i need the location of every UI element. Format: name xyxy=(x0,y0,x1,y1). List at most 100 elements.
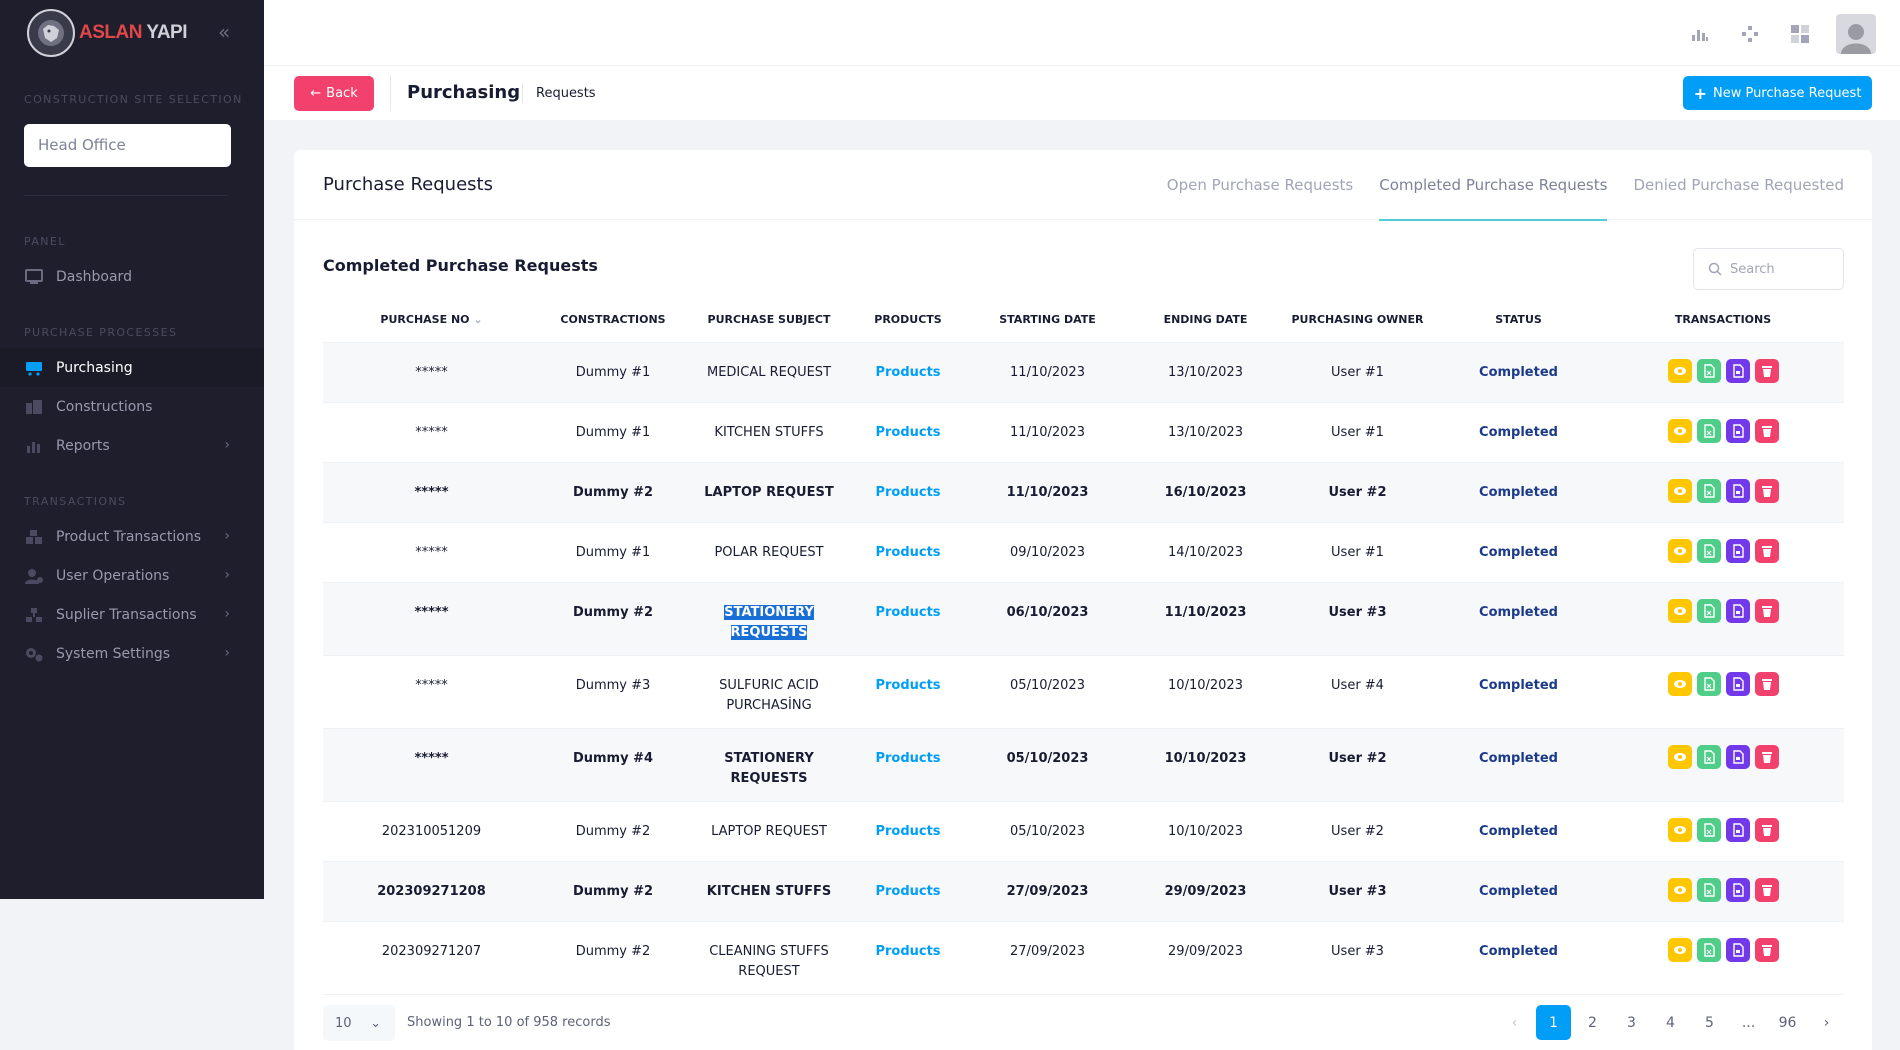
user-avatar[interactable] xyxy=(1836,14,1876,54)
view-button[interactable] xyxy=(1667,744,1692,769)
purchasing-owner: User #2 xyxy=(1328,484,1387,500)
pdf-button[interactable] xyxy=(1725,877,1750,902)
products-link[interactable]: Products xyxy=(875,544,941,560)
tab-open-requests[interactable]: Open Purchase Requests xyxy=(1166,176,1354,194)
view-button[interactable] xyxy=(1667,478,1692,503)
excel-button[interactable] xyxy=(1696,671,1721,696)
new-purchase-request-button[interactable]: + New Purchase Request xyxy=(1683,76,1872,110)
sidebar-item-purchasing[interactable]: Purchasing xyxy=(0,348,264,387)
column-header[interactable]: CONSTRACTIONS xyxy=(540,298,686,343)
view-button[interactable] xyxy=(1667,358,1692,383)
starting-date: 27/09/2023 xyxy=(1006,883,1089,899)
delete-button[interactable] xyxy=(1754,671,1779,696)
search-input[interactable]: Search xyxy=(1693,248,1844,290)
page-3[interactable]: 3 xyxy=(1627,1014,1636,1031)
sidebar-item-dashboard[interactable]: Dashboard xyxy=(0,257,264,296)
page-1[interactable]: 1 xyxy=(1536,1005,1571,1040)
products-link[interactable]: Products xyxy=(875,424,941,440)
column-header[interactable]: PRODUCTS xyxy=(852,298,964,343)
sidebar-item-user-operations[interactable]: User Operations › xyxy=(0,556,264,595)
lion-logo-icon xyxy=(27,9,75,57)
delete-button[interactable] xyxy=(1754,598,1779,623)
sidebar-item-reports[interactable]: Reports › xyxy=(0,426,264,465)
network-icon[interactable] xyxy=(1736,20,1764,48)
next-page-icon[interactable]: › xyxy=(1823,1014,1830,1031)
products-link[interactable]: Products xyxy=(875,364,941,380)
page-4[interactable]: 4 xyxy=(1666,1014,1675,1031)
view-button[interactable] xyxy=(1667,937,1692,962)
products-link[interactable]: Products xyxy=(875,750,941,766)
collapse-sidebar-icon[interactable]: « xyxy=(218,20,231,44)
tab-denied-requests[interactable]: Denied Purchase Requested xyxy=(1633,176,1844,194)
prev-page-icon[interactable]: ‹ xyxy=(1511,1014,1518,1031)
pdf-button[interactable] xyxy=(1725,817,1750,842)
excel-button[interactable] xyxy=(1696,817,1721,842)
stats-icon[interactable] xyxy=(1686,20,1714,48)
products-link[interactable]: Products xyxy=(875,823,941,839)
column-header[interactable]: PURCHASE SUBJECT xyxy=(686,298,852,343)
sidebar-item-constructions[interactable]: Constructions xyxy=(0,387,264,426)
view-button[interactable] xyxy=(1667,598,1692,623)
excel-button[interactable] xyxy=(1696,358,1721,383)
column-header-purchase-no[interactable]: PURCHASE NO ⌄ xyxy=(323,298,540,343)
products-link[interactable]: Products xyxy=(875,883,941,899)
back-button[interactable]: ← Back xyxy=(294,76,374,111)
site-select[interactable]: Head Office xyxy=(24,124,231,167)
apps-grid-icon[interactable] xyxy=(1786,20,1814,48)
pdf-button[interactable] xyxy=(1725,598,1750,623)
pdf-button[interactable] xyxy=(1725,538,1750,563)
page-5[interactable]: 5 xyxy=(1705,1014,1714,1031)
panel-section-title: PANEL xyxy=(24,235,66,248)
excel-button[interactable] xyxy=(1696,744,1721,769)
excel-button[interactable] xyxy=(1696,877,1721,902)
view-button[interactable] xyxy=(1667,538,1692,563)
purchasing-owner: User #2 xyxy=(1331,823,1384,839)
products-link[interactable]: Products xyxy=(875,484,941,500)
delete-button[interactable] xyxy=(1754,538,1779,563)
delete-button[interactable] xyxy=(1754,358,1779,383)
excel-button[interactable] xyxy=(1696,418,1721,443)
products-link[interactable]: Products xyxy=(875,604,941,620)
breadcrumb[interactable]: Requests xyxy=(536,86,596,101)
sidebar-item-product-transactions[interactable]: Product Transactions › xyxy=(0,517,264,556)
view-button[interactable] xyxy=(1667,671,1692,696)
delete-button[interactable] xyxy=(1754,817,1779,842)
sidebar-item-suplier-transactions[interactable]: Suplier Transactions › xyxy=(0,595,264,634)
page-size-select[interactable]: 10 ⌄ xyxy=(323,1005,395,1041)
delete-button[interactable] xyxy=(1754,877,1779,902)
brand[interactable]: ASLAN YAPI « xyxy=(0,0,264,66)
pdf-button[interactable] xyxy=(1725,671,1750,696)
excel-button[interactable] xyxy=(1696,598,1721,623)
view-button[interactable] xyxy=(1667,418,1692,443)
page-2[interactable]: 2 xyxy=(1588,1014,1597,1031)
view-button[interactable] xyxy=(1667,877,1692,902)
column-header[interactable]: PURCHASING OWNER xyxy=(1280,298,1435,343)
delete-button[interactable] xyxy=(1754,478,1779,503)
column-header[interactable]: STARTING DATE xyxy=(964,298,1131,343)
starting-date: 05/10/2023 xyxy=(1010,677,1085,693)
column-header[interactable]: STATUS xyxy=(1435,298,1602,343)
sidebar-item-system-settings[interactable]: System Settings › xyxy=(0,634,264,673)
construction: Dummy #2 xyxy=(572,484,654,500)
delete-button[interactable] xyxy=(1754,418,1779,443)
pdf-button[interactable] xyxy=(1725,744,1750,769)
pdf-button[interactable] xyxy=(1725,358,1750,383)
delete-button[interactable] xyxy=(1754,744,1779,769)
pdf-button[interactable] xyxy=(1725,478,1750,503)
excel-button[interactable] xyxy=(1696,937,1721,962)
pdf-button[interactable] xyxy=(1725,418,1750,443)
products-link[interactable]: Products xyxy=(875,677,941,693)
products-link[interactable]: Products xyxy=(875,943,941,959)
file-excel-icon xyxy=(1703,676,1715,691)
page-last[interactable]: 96 xyxy=(1778,1014,1797,1031)
boxes-icon xyxy=(24,527,44,547)
view-button[interactable] xyxy=(1667,817,1692,842)
excel-button[interactable] xyxy=(1696,538,1721,563)
delete-button[interactable] xyxy=(1754,937,1779,962)
tab-completed-requests[interactable]: Completed Purchase Requests xyxy=(1379,150,1608,221)
column-header[interactable]: ENDING DATE xyxy=(1131,298,1280,343)
excel-button[interactable] xyxy=(1696,478,1721,503)
pdf-button[interactable] xyxy=(1725,937,1750,962)
trash-icon xyxy=(1761,751,1772,763)
eye-icon xyxy=(1673,366,1686,375)
